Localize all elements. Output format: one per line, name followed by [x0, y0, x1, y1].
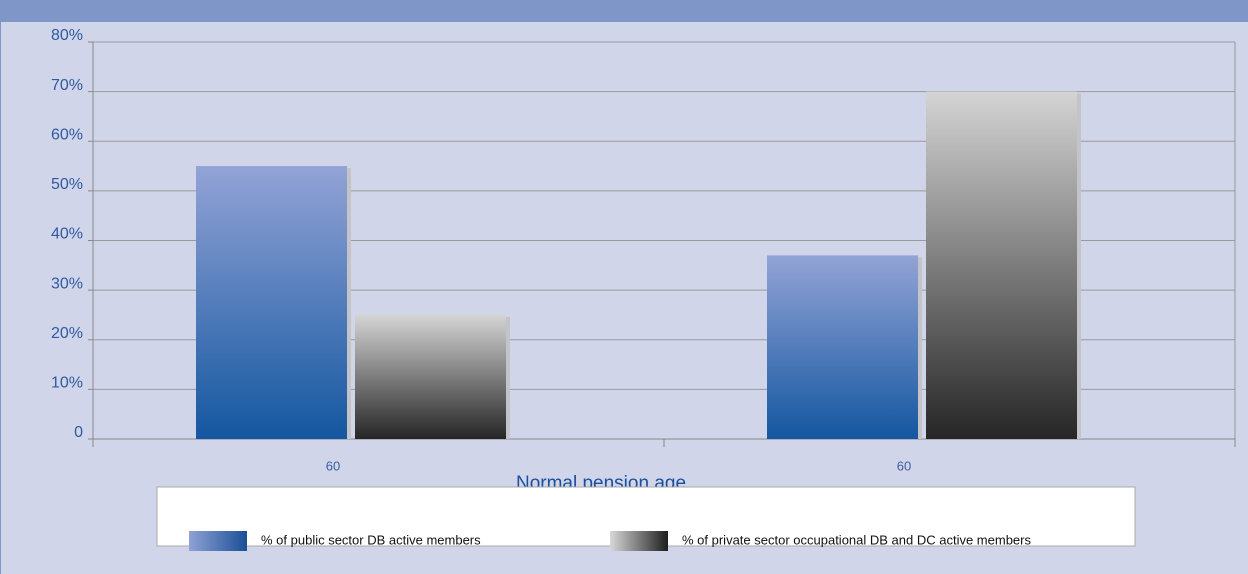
- y-tick-label: 20%: [51, 325, 83, 342]
- y-tick-label: 30%: [51, 275, 83, 292]
- y-tick-label: 10%: [51, 375, 83, 392]
- y-tick-label: 50%: [51, 176, 83, 193]
- y-tick-label: 70%: [51, 77, 83, 94]
- legend-swatch: [189, 531, 247, 551]
- x-tick-label: 60: [326, 458, 340, 473]
- y-tick-label: 40%: [51, 226, 83, 243]
- banner: [0, 0, 1248, 22]
- bar: [926, 91, 1077, 439]
- bar: [355, 314, 506, 439]
- x-tick-label: 60: [897, 458, 911, 473]
- y-tick-label: 60%: [51, 126, 83, 143]
- bar: [767, 255, 918, 439]
- y-tick-label: 0: [74, 424, 83, 441]
- legend-label: % of public sector DB active members: [261, 532, 481, 547]
- legend-swatch: [610, 531, 668, 551]
- legend-label: % of private sector occupational DB and …: [682, 532, 1031, 547]
- bar: [196, 166, 347, 439]
- y-tick-label: 80%: [51, 27, 83, 44]
